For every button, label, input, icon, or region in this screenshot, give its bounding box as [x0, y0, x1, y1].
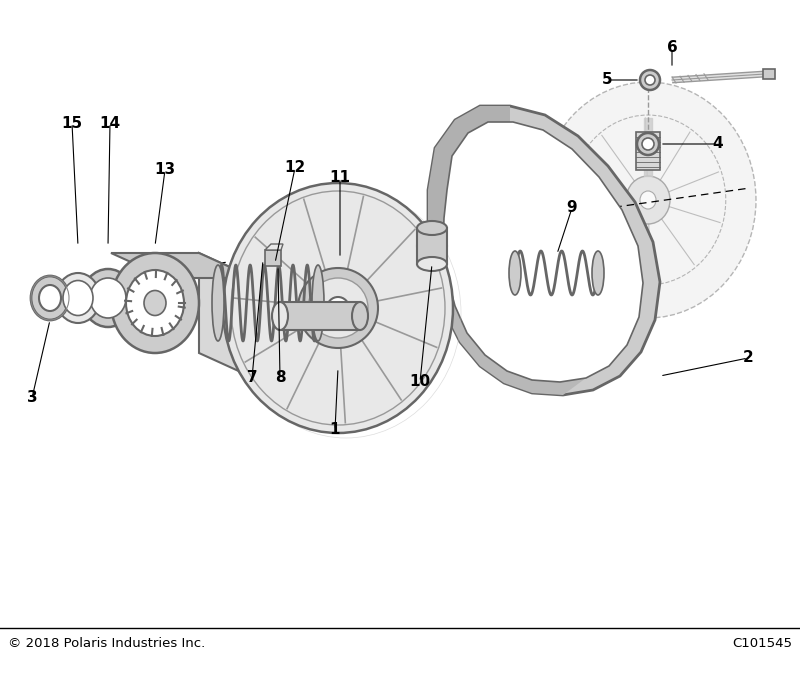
Polygon shape [446, 306, 586, 395]
Text: 12: 12 [284, 161, 306, 176]
Text: 6: 6 [666, 41, 678, 56]
Text: C101545: C101545 [732, 637, 792, 650]
Text: 7: 7 [246, 370, 258, 386]
Polygon shape [199, 253, 254, 378]
Text: 13: 13 [154, 163, 175, 178]
Text: 4: 4 [713, 136, 723, 151]
Ellipse shape [212, 265, 224, 341]
Ellipse shape [56, 273, 100, 323]
Polygon shape [443, 122, 643, 382]
Text: 5: 5 [602, 73, 612, 87]
Bar [417, 228, 447, 264]
Ellipse shape [352, 302, 368, 330]
Ellipse shape [592, 251, 604, 295]
Ellipse shape [509, 251, 521, 295]
Text: 2: 2 [742, 351, 754, 365]
Bar [265, 250, 281, 266]
Ellipse shape [312, 265, 324, 341]
Ellipse shape [640, 191, 656, 209]
Text: © 2018 Polaris Industries Inc.: © 2018 Polaris Industries Inc. [8, 637, 206, 650]
Ellipse shape [645, 75, 655, 85]
Text: 1: 1 [330, 422, 340, 437]
Ellipse shape [31, 276, 69, 320]
Bar [763, 69, 775, 79]
Ellipse shape [417, 221, 447, 235]
Ellipse shape [308, 278, 368, 338]
Bar [636, 132, 660, 170]
Bar [280, 302, 360, 330]
Ellipse shape [327, 297, 349, 319]
Ellipse shape [39, 285, 61, 311]
Ellipse shape [82, 269, 134, 327]
Text: 14: 14 [99, 115, 121, 130]
Ellipse shape [640, 70, 660, 90]
Text: 3: 3 [26, 391, 38, 405]
Ellipse shape [144, 290, 166, 315]
Text: 15: 15 [62, 115, 82, 130]
Ellipse shape [540, 82, 756, 318]
Text: 11: 11 [330, 170, 350, 186]
Text: 10: 10 [410, 374, 430, 389]
Polygon shape [428, 106, 510, 282]
Ellipse shape [642, 138, 654, 150]
Ellipse shape [231, 191, 445, 425]
Polygon shape [265, 244, 283, 250]
Polygon shape [428, 106, 660, 395]
Ellipse shape [223, 183, 453, 433]
Ellipse shape [417, 257, 447, 271]
Ellipse shape [63, 281, 93, 315]
Text: 9: 9 [566, 201, 578, 216]
Ellipse shape [126, 270, 184, 336]
Ellipse shape [272, 302, 288, 330]
Text: 8: 8 [274, 370, 286, 386]
Ellipse shape [417, 228, 447, 264]
Ellipse shape [626, 176, 670, 224]
Ellipse shape [90, 278, 126, 318]
Ellipse shape [298, 268, 378, 348]
Ellipse shape [111, 253, 199, 353]
Polygon shape [111, 253, 254, 278]
Ellipse shape [637, 133, 659, 155]
